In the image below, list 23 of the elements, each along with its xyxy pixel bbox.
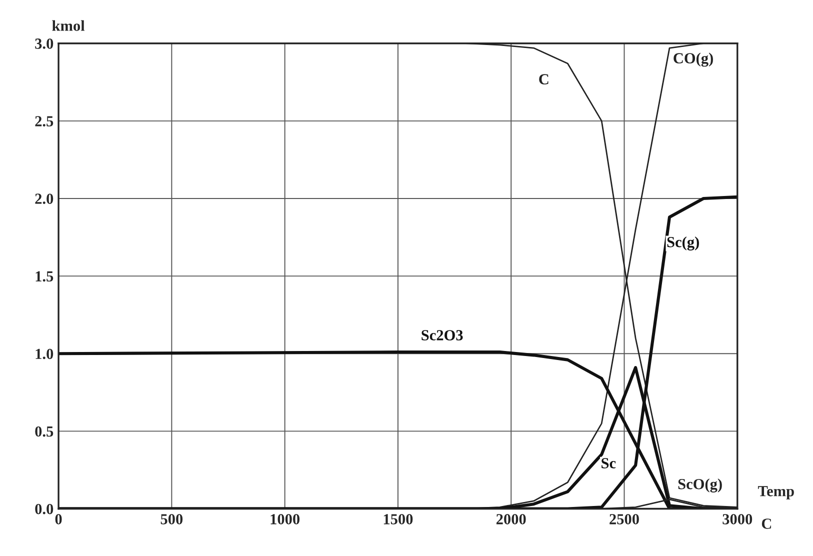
y-tick-label: 3.0 (35, 38, 54, 49)
y-tick-label: 2.0 (35, 194, 54, 204)
y-tick-label: 1.0 (36, 348, 54, 360)
x-tick-label: 1000 (270, 514, 300, 524)
x-tick-label: 3000 (722, 514, 752, 524)
y-tick-label: 2.5 (35, 116, 54, 126)
x-tick-label: 500 (160, 514, 183, 524)
x-axis-title: Temp (758, 486, 794, 500)
x-tick-label: 2500 (610, 514, 639, 524)
series-label: C (539, 74, 548, 84)
series-label: Sc(g) (667, 236, 699, 250)
text: C (762, 518, 772, 529)
series-label: ScO(g) (678, 478, 722, 492)
x-tick-label: 2000 (496, 514, 526, 524)
y-axis-title: kmol (52, 20, 85, 31)
x-tick-label: 1500 (384, 514, 413, 524)
y-tick-label: 0.0 (35, 504, 54, 514)
series-label: Sc (602, 458, 616, 468)
series-label: CO(g) (674, 52, 713, 67)
y-tick-label: 0.5 (35, 426, 54, 437)
x-tick-label: 0 (55, 514, 62, 524)
series-label: Sc2O3 (422, 330, 463, 340)
y-tick-label: 1.5 (36, 271, 54, 282)
